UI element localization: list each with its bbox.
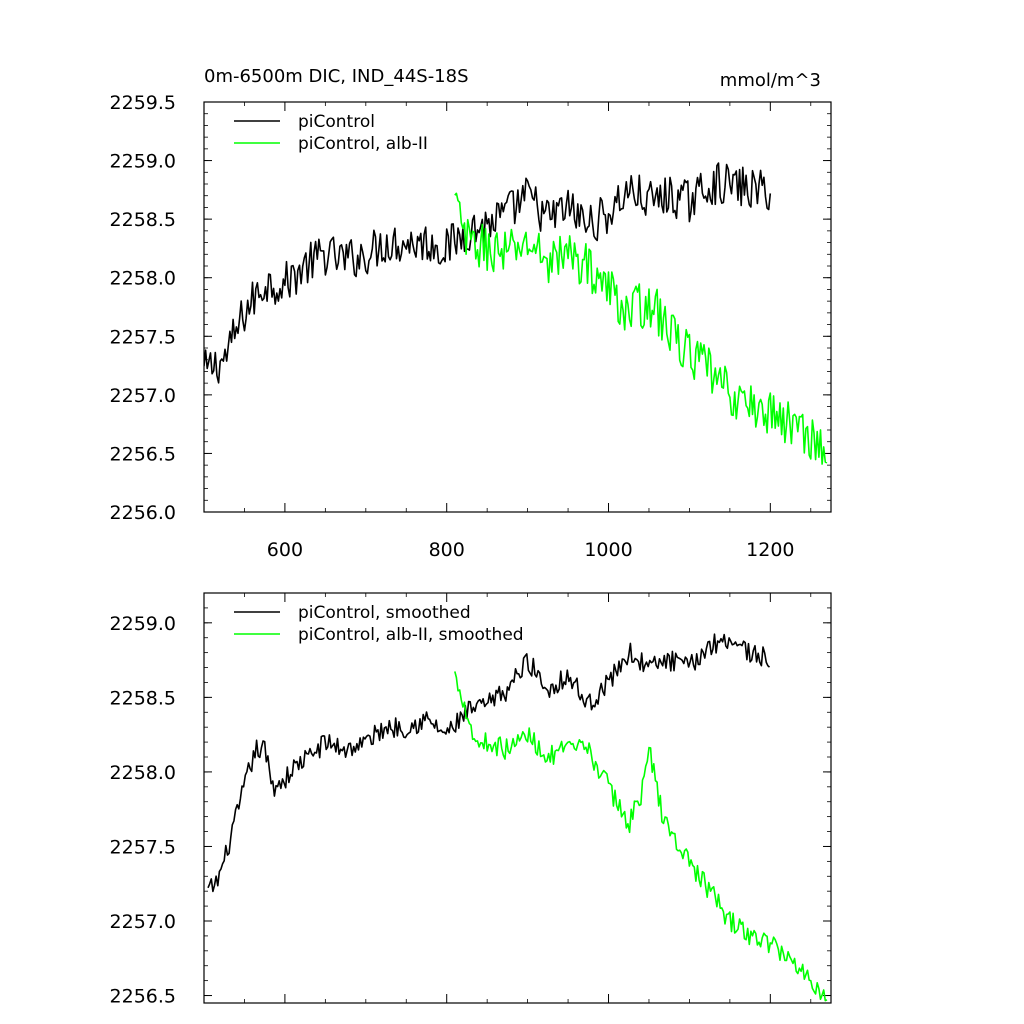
x-tick-label: 600	[267, 539, 303, 561]
x-tick-label: 1200	[746, 539, 794, 561]
y-tick-label: 2259.5	[110, 92, 176, 114]
y-tick-label: 2258.0	[110, 268, 176, 290]
y-tick-label: 2258.0	[110, 762, 176, 784]
series-group	[207, 633, 828, 1002]
series-group	[204, 162, 828, 465]
y-tick-label: 2257.5	[110, 836, 176, 858]
x-tick-label: 1000	[584, 539, 632, 561]
y-tick-label: 2257.0	[110, 911, 176, 933]
chart-panel-1: 2256.0 2256.5 2257.0 2257.5 2258.0 2258.5 2259…	[110, 66, 832, 561]
chart-panel-2: 2256.5 2257.0 2257.5 2258.0 2258.5 2259.0 piCo…	[110, 592, 832, 1008]
plot-frame	[203, 101, 832, 513]
series-line-2	[454, 192, 828, 465]
y-tick-label: 2258.5	[110, 687, 176, 709]
y-tick-label: 2258.5	[110, 209, 176, 231]
series-line-1	[207, 633, 771, 893]
series-line-2	[454, 671, 828, 1002]
legend-label: piControl, smoothed	[298, 603, 471, 623]
legend-label: piControl	[298, 112, 375, 132]
chart-title: 0m-6500m DIC, IND_44S-18S	[204, 66, 469, 87]
y-tick-label: 2257.5	[110, 326, 176, 348]
y-tick-label: 2257.0	[110, 385, 176, 407]
y-tick-label: 2259.0	[110, 613, 176, 635]
legend-label: piControl, alb-II, smoothed	[298, 625, 524, 645]
units-label: mmol/m^3	[720, 70, 821, 91]
y-tick-label: 2259.0	[110, 151, 176, 173]
series-line-1	[204, 162, 772, 384]
y-tick-label: 2256.0	[110, 502, 176, 524]
x-tick-label: 800	[429, 539, 465, 561]
y-tick-label: 2256.5	[110, 986, 176, 1008]
y-tick-label: 2256.5	[110, 443, 176, 465]
legend-label: piControl, alb-II	[298, 134, 428, 154]
plot-frame	[203, 592, 832, 1004]
